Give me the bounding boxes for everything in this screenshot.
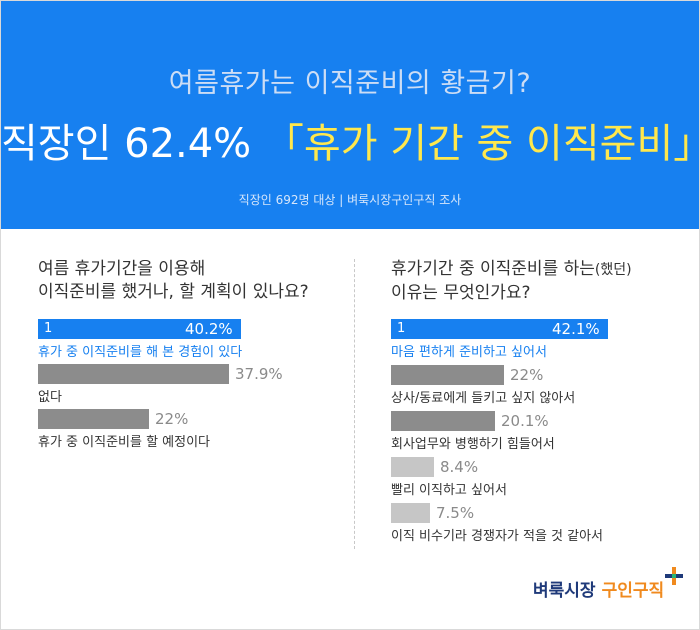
column-divider xyxy=(354,259,355,549)
category-label: 이직 비수기라 경쟁자가 적을 것 같아서 xyxy=(391,529,604,544)
category-label: 상사/동료에게 들키고 싶지 않아서 xyxy=(391,391,576,406)
value-label: 40.2% xyxy=(185,320,233,338)
header-banner: 여름휴가는 이직준비의 황금기? 직장인 62.4% 「휴가 기간 중 이직준비… xyxy=(1,1,699,229)
category-label: 빨리 이직하고 싶어서 xyxy=(391,483,507,498)
bar xyxy=(38,409,149,429)
headline-stat: 직장인 62.4% xyxy=(1,121,264,167)
bar xyxy=(38,364,229,384)
category-label: 없다 xyxy=(38,390,62,405)
right-question-line1: 휴가기간 중 이직준비를 하는(했던) xyxy=(391,258,632,282)
brand-logo: 벼룩시장 구인구직 xyxy=(533,576,664,601)
value-label: 37.9% xyxy=(235,365,283,383)
bar xyxy=(391,365,504,385)
left-question-line2: 이직준비를 했거나, 할 계획이 있나요? xyxy=(38,282,309,302)
bar xyxy=(391,411,495,431)
category-label: 회사업무와 병행하기 힘들어서 xyxy=(391,437,555,452)
right-question-line2: 이유는 무엇인가요? xyxy=(391,283,531,303)
right-question-line1-main: 휴가기간 중 이직준비를 하는 xyxy=(391,259,595,279)
right-question-line1-sub: (했던) xyxy=(594,262,632,278)
left-question-line1: 여름 휴가기간을 이용해 xyxy=(38,259,206,279)
category-label: 휴가 중 이직준비를 할 예정이다 xyxy=(38,435,211,450)
value-label: 42.1% xyxy=(552,320,600,338)
value-label: 22% xyxy=(510,366,544,384)
headline: 직장인 62.4% 「휴가 기간 중 이직준비」 xyxy=(1,111,699,169)
value-label: 22% xyxy=(155,410,189,428)
bar xyxy=(391,457,434,477)
value-label: 20.1% xyxy=(501,412,549,430)
logo-part2: 구인구직 xyxy=(601,581,665,601)
logo-part1: 벼룩시장 xyxy=(533,581,596,601)
headline-highlight: 「휴가 기간 중 이직준비」 xyxy=(263,121,700,167)
value-label: 8.4% xyxy=(440,458,479,476)
bar xyxy=(391,319,608,339)
left-question: 여름 휴가기간을 이용해 이직준비를 했거나, 할 계획이 있나요? xyxy=(38,258,309,304)
plus-icon xyxy=(665,567,683,585)
value-label: 7.5% xyxy=(436,504,475,522)
rank-badge: 1위 xyxy=(44,321,56,355)
category-label: 휴가 중 이직준비를 해 본 경험이 있다 xyxy=(38,345,243,360)
survey-source: 직장인 692명 대상 | 벼룩시장구인구직 조사 xyxy=(238,193,462,207)
bar xyxy=(38,319,241,339)
category-label: 마음 편하게 준비하고 싶어서 xyxy=(391,345,547,360)
bar xyxy=(391,503,430,523)
right-question: 휴가기간 중 이직준비를 하는(했던) 이유는 무엇인가요? xyxy=(391,258,632,305)
rank-badge: 1위 xyxy=(397,321,409,355)
subtitle: 여름휴가는 이직준비의 황금기? xyxy=(168,68,532,99)
